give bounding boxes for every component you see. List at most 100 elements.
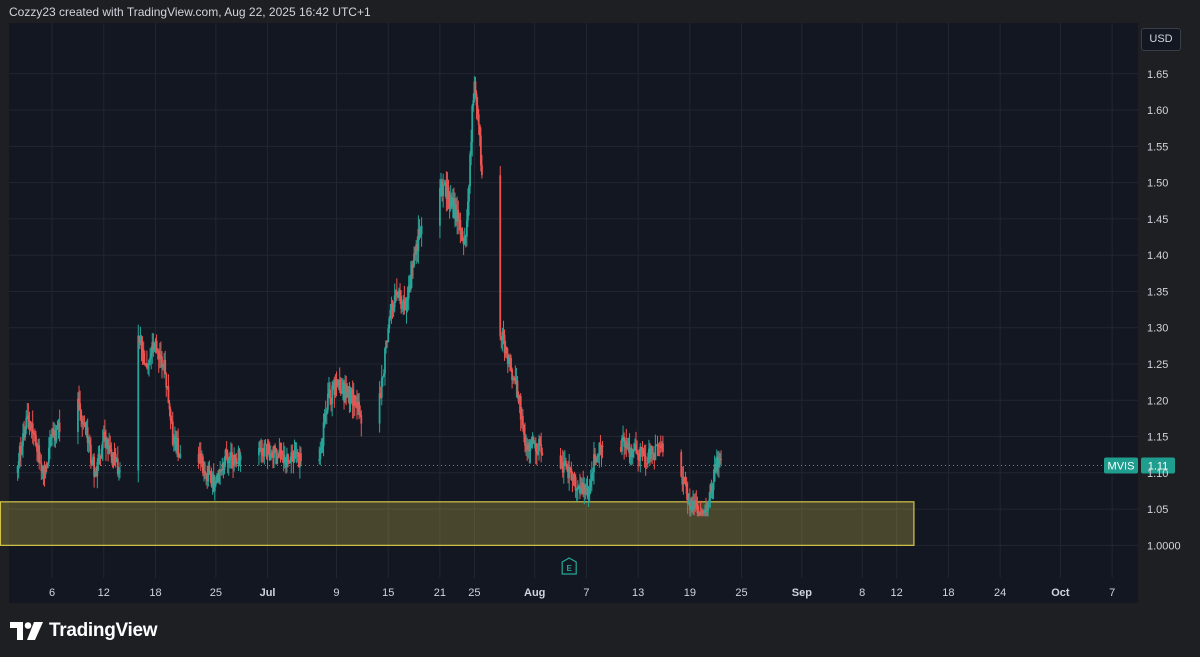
candle-body (46, 462, 49, 469)
candle-body (654, 445, 657, 461)
candle-body (394, 290, 397, 296)
candle (535, 443, 538, 466)
candle (381, 376, 384, 387)
candle-body (472, 100, 475, 106)
candle (467, 188, 469, 227)
candle-body (584, 484, 587, 494)
candle-body (378, 393, 381, 424)
time-tick-label: Sep (792, 587, 812, 599)
candle (25, 410, 28, 435)
time-axis[interactable]: 6 12 18 25 Jul 9 15 21 25 Aug 7 13 19 25 Sep 8 12 18 24 Oct… (49, 587, 1115, 599)
candle (166, 386, 169, 390)
candle-body (331, 385, 334, 404)
candle-body (684, 482, 687, 484)
candle (527, 439, 530, 459)
currency-button[interactable]: USD (1141, 28, 1181, 51)
candle-body (683, 476, 686, 483)
price-tick-label: 1.60 (1147, 105, 1168, 117)
tradingview-logo[interactable]: TradingView (10, 619, 158, 643)
candle-body (161, 356, 163, 367)
candle-body (475, 93, 478, 106)
candle-body (203, 471, 205, 474)
candle (443, 179, 446, 186)
candle (265, 443, 268, 460)
candle (320, 438, 323, 454)
candle-body (326, 393, 329, 411)
candle-body (535, 451, 538, 455)
candle (589, 469, 592, 494)
candle-body (382, 373, 385, 377)
candle-body (503, 334, 506, 354)
chart-plot-area[interactable] (9, 23, 1138, 603)
candle (211, 471, 214, 495)
candle (325, 407, 328, 425)
candle (98, 445, 101, 465)
candle-body (143, 363, 146, 365)
candle-body (440, 181, 442, 188)
candle (300, 447, 302, 466)
candle-body (524, 434, 526, 446)
candle (444, 179, 447, 197)
time-tick-label: 9 (333, 587, 339, 599)
candle (580, 476, 582, 496)
candle-body (284, 457, 287, 467)
candle-body (711, 489, 714, 493)
candle-body (109, 445, 112, 450)
candle-body (38, 445, 41, 463)
candle-body (414, 253, 417, 255)
candle (322, 413, 325, 457)
candle-body (360, 415, 363, 424)
candle (54, 424, 57, 448)
candle-body (517, 395, 520, 402)
candle-body (511, 369, 513, 381)
candle (461, 227, 464, 242)
candle-body (624, 440, 627, 447)
candle (88, 434, 91, 452)
candle (470, 129, 473, 166)
candle-body (58, 422, 61, 432)
candle-body (21, 445, 23, 454)
candle (700, 507, 703, 517)
candle-body (471, 105, 474, 143)
candle (44, 464, 47, 479)
candle (520, 407, 523, 429)
candle (92, 454, 94, 466)
candle (389, 303, 392, 321)
candle-body (418, 228, 421, 236)
candle-body (227, 460, 230, 464)
candle (514, 365, 517, 385)
candle (595, 456, 598, 466)
candle-body (81, 418, 84, 424)
candle-body (541, 452, 544, 456)
candle (89, 437, 92, 469)
tradingview-logo-icon (10, 622, 43, 640)
candle (629, 447, 632, 466)
candle (420, 217, 423, 247)
candle-body (620, 447, 622, 452)
candle-body (567, 466, 570, 479)
candle (161, 351, 163, 379)
candle-body (468, 185, 470, 202)
candle (86, 418, 89, 452)
candle-body (110, 449, 113, 457)
candle-body (154, 340, 157, 350)
candle (632, 442, 635, 459)
candle-body (715, 456, 718, 472)
candle-body (473, 81, 476, 101)
candle-body (512, 377, 515, 381)
candle (36, 442, 38, 462)
candle-body (103, 431, 106, 438)
candle-body (710, 484, 713, 493)
candle-body (698, 512, 701, 516)
candle (449, 184, 452, 212)
candle-body (270, 452, 273, 456)
candle-body (178, 455, 181, 458)
candle (418, 219, 421, 240)
candle (226, 449, 229, 474)
candle (398, 287, 400, 301)
candle-body (596, 457, 599, 463)
candle (264, 439, 267, 445)
price-axis[interactable]: 1.65 1.60 1.55 1.50 1.45 1.40 1.35 1.30 1.25 1.20… (1147, 69, 1181, 553)
candle (141, 336, 144, 365)
